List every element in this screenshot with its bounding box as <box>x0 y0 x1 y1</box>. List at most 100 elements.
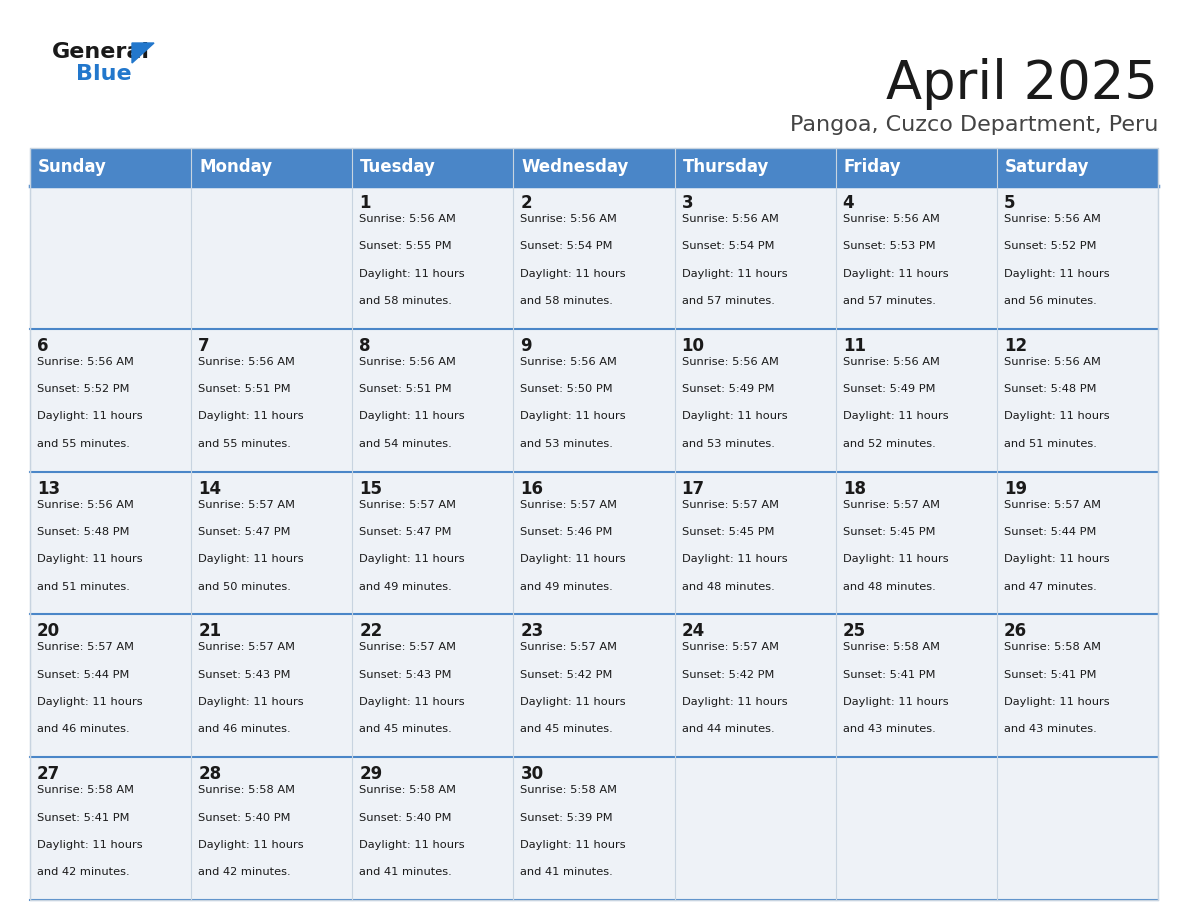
Text: Daylight: 11 hours: Daylight: 11 hours <box>198 411 304 421</box>
Text: and 51 minutes.: and 51 minutes. <box>37 582 129 591</box>
Text: 6: 6 <box>37 337 49 354</box>
Text: Monday: Monday <box>200 158 272 176</box>
Text: and 46 minutes.: and 46 minutes. <box>37 724 129 734</box>
Text: Daylight: 11 hours: Daylight: 11 hours <box>1004 269 1110 279</box>
Text: Daylight: 11 hours: Daylight: 11 hours <box>359 840 465 850</box>
Text: Blue: Blue <box>76 64 132 84</box>
Text: and 42 minutes.: and 42 minutes. <box>198 868 291 878</box>
Text: and 52 minutes.: and 52 minutes. <box>842 439 935 449</box>
Text: 10: 10 <box>682 337 704 354</box>
Text: Sunset: 5:54 PM: Sunset: 5:54 PM <box>682 241 775 252</box>
Text: Sunset: 5:43 PM: Sunset: 5:43 PM <box>198 670 291 679</box>
Text: Sunrise: 5:56 AM: Sunrise: 5:56 AM <box>842 357 940 367</box>
Text: Sunset: 5:53 PM: Sunset: 5:53 PM <box>842 241 935 252</box>
Text: Sunset: 5:41 PM: Sunset: 5:41 PM <box>37 812 129 823</box>
Text: Sunset: 5:44 PM: Sunset: 5:44 PM <box>1004 527 1097 537</box>
Bar <box>30 148 1158 186</box>
Bar <box>30 614 1158 757</box>
Text: Daylight: 11 hours: Daylight: 11 hours <box>359 411 465 421</box>
Text: Daylight: 11 hours: Daylight: 11 hours <box>520 840 626 850</box>
Text: and 41 minutes.: and 41 minutes. <box>520 868 613 878</box>
Bar <box>30 148 1158 900</box>
Text: Daylight: 11 hours: Daylight: 11 hours <box>842 411 948 421</box>
Text: 12: 12 <box>1004 337 1026 354</box>
Text: and 45 minutes.: and 45 minutes. <box>520 724 613 734</box>
Text: Sunrise: 5:56 AM: Sunrise: 5:56 AM <box>37 499 134 509</box>
Text: 28: 28 <box>198 766 221 783</box>
Text: Daylight: 11 hours: Daylight: 11 hours <box>682 697 788 707</box>
Text: Daylight: 11 hours: Daylight: 11 hours <box>682 269 788 279</box>
Text: 7: 7 <box>198 337 210 354</box>
Text: Sunrise: 5:58 AM: Sunrise: 5:58 AM <box>198 785 295 795</box>
Text: Sunrise: 5:56 AM: Sunrise: 5:56 AM <box>359 357 456 367</box>
Text: 24: 24 <box>682 622 704 641</box>
Text: 11: 11 <box>842 337 866 354</box>
Text: 15: 15 <box>359 479 383 498</box>
Text: and 50 minutes.: and 50 minutes. <box>198 582 291 591</box>
Bar <box>30 472 1158 614</box>
Text: Sunset: 5:51 PM: Sunset: 5:51 PM <box>359 384 451 394</box>
Text: and 55 minutes.: and 55 minutes. <box>37 439 129 449</box>
Text: 2: 2 <box>520 194 532 212</box>
Text: Sunset: 5:45 PM: Sunset: 5:45 PM <box>682 527 775 537</box>
Text: Daylight: 11 hours: Daylight: 11 hours <box>842 269 948 279</box>
Text: 13: 13 <box>37 479 61 498</box>
Text: Sunset: 5:44 PM: Sunset: 5:44 PM <box>37 670 129 679</box>
Text: and 46 minutes.: and 46 minutes. <box>198 724 291 734</box>
Text: Sunrise: 5:57 AM: Sunrise: 5:57 AM <box>359 499 456 509</box>
Text: 26: 26 <box>1004 622 1026 641</box>
Text: Sunrise: 5:57 AM: Sunrise: 5:57 AM <box>842 499 940 509</box>
Text: 1: 1 <box>359 194 371 212</box>
Text: Daylight: 11 hours: Daylight: 11 hours <box>359 697 465 707</box>
Text: Daylight: 11 hours: Daylight: 11 hours <box>842 554 948 565</box>
Text: and 57 minutes.: and 57 minutes. <box>682 296 775 306</box>
Text: Sunrise: 5:56 AM: Sunrise: 5:56 AM <box>682 214 778 224</box>
Text: Sunset: 5:49 PM: Sunset: 5:49 PM <box>842 384 935 394</box>
Text: Sunrise: 5:56 AM: Sunrise: 5:56 AM <box>359 214 456 224</box>
Text: Daylight: 11 hours: Daylight: 11 hours <box>682 554 788 565</box>
Text: Sunrise: 5:56 AM: Sunrise: 5:56 AM <box>37 357 134 367</box>
Text: 30: 30 <box>520 766 544 783</box>
Text: April 2025: April 2025 <box>886 58 1158 110</box>
Text: Daylight: 11 hours: Daylight: 11 hours <box>520 697 626 707</box>
Text: 3: 3 <box>682 194 693 212</box>
Text: and 58 minutes.: and 58 minutes. <box>359 296 453 306</box>
Text: Saturday: Saturday <box>1005 158 1089 176</box>
Text: Friday: Friday <box>843 158 902 176</box>
Text: Sunset: 5:41 PM: Sunset: 5:41 PM <box>1004 670 1097 679</box>
Text: Daylight: 11 hours: Daylight: 11 hours <box>359 269 465 279</box>
Text: and 41 minutes.: and 41 minutes. <box>359 868 453 878</box>
Text: Daylight: 11 hours: Daylight: 11 hours <box>37 697 143 707</box>
Text: Daylight: 11 hours: Daylight: 11 hours <box>682 411 788 421</box>
Text: Sunset: 5:47 PM: Sunset: 5:47 PM <box>198 527 291 537</box>
Text: Sunset: 5:47 PM: Sunset: 5:47 PM <box>359 527 451 537</box>
Text: 27: 27 <box>37 766 61 783</box>
Bar <box>30 329 1158 472</box>
Text: Daylight: 11 hours: Daylight: 11 hours <box>198 697 304 707</box>
Text: and 42 minutes.: and 42 minutes. <box>37 868 129 878</box>
Text: Sunset: 5:43 PM: Sunset: 5:43 PM <box>359 670 451 679</box>
Text: Sunset: 5:46 PM: Sunset: 5:46 PM <box>520 527 613 537</box>
Text: and 49 minutes.: and 49 minutes. <box>520 582 613 591</box>
Text: and 45 minutes.: and 45 minutes. <box>359 724 453 734</box>
Text: Sunrise: 5:57 AM: Sunrise: 5:57 AM <box>682 499 778 509</box>
Text: and 43 minutes.: and 43 minutes. <box>842 724 935 734</box>
Text: Sunrise: 5:57 AM: Sunrise: 5:57 AM <box>198 643 295 653</box>
Text: Daylight: 11 hours: Daylight: 11 hours <box>37 411 143 421</box>
Text: Wednesday: Wednesday <box>522 158 628 176</box>
Text: and 53 minutes.: and 53 minutes. <box>520 439 613 449</box>
Text: Daylight: 11 hours: Daylight: 11 hours <box>1004 554 1110 565</box>
Text: Sunrise: 5:56 AM: Sunrise: 5:56 AM <box>198 357 295 367</box>
Text: 17: 17 <box>682 479 704 498</box>
Text: Sunset: 5:45 PM: Sunset: 5:45 PM <box>842 527 935 537</box>
Text: Daylight: 11 hours: Daylight: 11 hours <box>359 554 465 565</box>
Text: Sunset: 5:55 PM: Sunset: 5:55 PM <box>359 241 451 252</box>
Text: Sunrise: 5:56 AM: Sunrise: 5:56 AM <box>682 357 778 367</box>
Text: 4: 4 <box>842 194 854 212</box>
Text: Sunrise: 5:56 AM: Sunrise: 5:56 AM <box>1004 357 1101 367</box>
Text: 21: 21 <box>198 622 221 641</box>
Text: 23: 23 <box>520 622 544 641</box>
Text: and 58 minutes.: and 58 minutes. <box>520 296 613 306</box>
Text: and 57 minutes.: and 57 minutes. <box>842 296 936 306</box>
Text: General: General <box>52 42 150 62</box>
